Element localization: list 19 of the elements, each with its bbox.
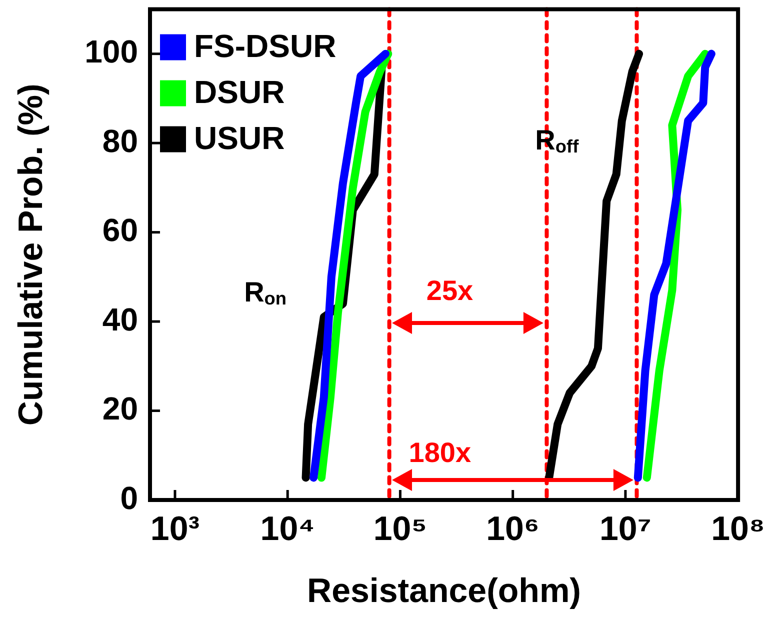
legend-label: USUR: [194, 120, 285, 156]
x-tick-label: 10⁴: [260, 510, 315, 548]
y-tick-label: 100: [84, 34, 138, 70]
annotation: 180x: [408, 437, 472, 468]
x-tick-label: 10⁸: [711, 510, 765, 548]
y-axis-title: Cumulative Prob. (%): [12, 84, 50, 426]
y-tick-label: 80: [102, 122, 138, 159]
y-tick-label: 0: [120, 480, 138, 516]
legend-label: DSUR: [194, 74, 285, 110]
legend-label: FS-DSUR: [194, 28, 336, 64]
x-tick-label: 10⁷: [600, 510, 652, 548]
x-tick-label: 10³: [150, 510, 200, 548]
x-axis-title: Resistance(ohm): [307, 572, 582, 610]
y-tick-label: 60: [102, 212, 138, 248]
x-tick-label: 10⁶: [486, 510, 540, 548]
annotation: 25x: [426, 275, 474, 306]
y-tick-label: 20: [102, 390, 138, 427]
y-tick-label: 40: [102, 301, 138, 338]
x-tick-label: 10⁵: [373, 510, 428, 548]
